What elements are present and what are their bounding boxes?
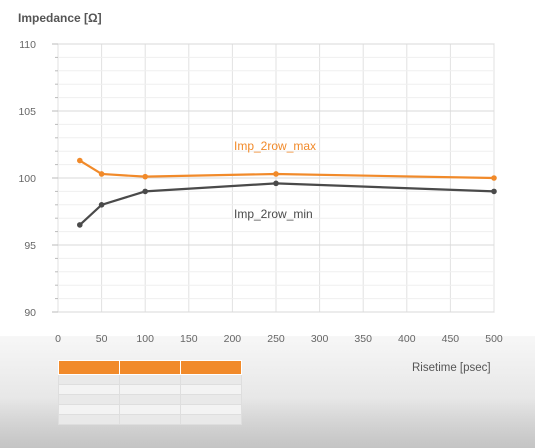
y-tick-label: 90 — [24, 307, 36, 319]
table-row — [58, 414, 242, 425]
data-point-min — [273, 180, 279, 187]
x-tick-label: 400 — [398, 333, 416, 345]
tick-labels: 0 50 100 150 200 250 300 350 400 450 500 90 95 100 105… — [18, 39, 502, 345]
grid-lines — [52, 43, 495, 313]
series-label-max: Imp_2row_max — [234, 139, 316, 153]
data-point-max — [491, 175, 497, 181]
table-cell — [180, 394, 242, 405]
x-tick-label: 0 — [55, 333, 61, 345]
table-cell — [180, 414, 242, 425]
table-cell — [180, 374, 242, 385]
table-row — [58, 404, 242, 415]
table-cell — [119, 394, 181, 405]
x-axis-label: Risetime [psec] — [412, 362, 491, 374]
table-header-cell — [180, 360, 242, 375]
data-point-min — [491, 188, 497, 195]
table-row — [58, 384, 242, 395]
table-row — [58, 374, 242, 385]
y-tick-label: 95 — [24, 240, 36, 252]
data-point-min — [142, 188, 148, 195]
x-tick-label: 50 — [96, 333, 108, 345]
table-cell — [119, 384, 181, 395]
y-axis-label: Impedance [Ω] — [18, 11, 102, 25]
table-cell — [58, 414, 120, 425]
table-cell — [58, 374, 120, 385]
table-cell — [58, 384, 120, 395]
table-cell — [119, 374, 181, 385]
data-point-max — [273, 171, 279, 177]
x-tick-label: 200 — [224, 333, 242, 345]
table-row — [58, 394, 242, 405]
x-tick-label: 250 — [267, 333, 285, 345]
data-point-max — [98, 171, 105, 177]
data-point-min — [98, 202, 105, 208]
y-tick-label: 110 — [19, 39, 36, 51]
table-header-cell — [119, 360, 181, 375]
x-tick-label: 500 — [485, 333, 503, 345]
series-label-min: Imp_2row_min — [234, 207, 313, 221]
x-tick-label: 350 — [354, 333, 372, 345]
data-point-min — [77, 222, 83, 228]
x-tick-label: 150 — [180, 333, 198, 345]
data-point-max — [77, 157, 83, 164]
x-tick-label: 100 — [136, 333, 154, 345]
table-cell — [119, 404, 181, 415]
y-tick-label: 105 — [18, 106, 36, 118]
table-cell — [119, 414, 181, 425]
table-header-cell — [58, 360, 120, 375]
table-cell — [58, 394, 120, 405]
table-cell — [180, 404, 242, 415]
table-cell — [180, 384, 242, 395]
table-cell — [58, 404, 120, 415]
data-table — [58, 360, 242, 425]
data-point-max — [142, 173, 148, 180]
x-tick-label: 450 — [442, 333, 460, 345]
table-header-row — [58, 360, 242, 375]
x-tick-label: 300 — [311, 333, 329, 345]
y-tick-label: 100 — [18, 173, 36, 185]
series-lines — [77, 157, 497, 228]
